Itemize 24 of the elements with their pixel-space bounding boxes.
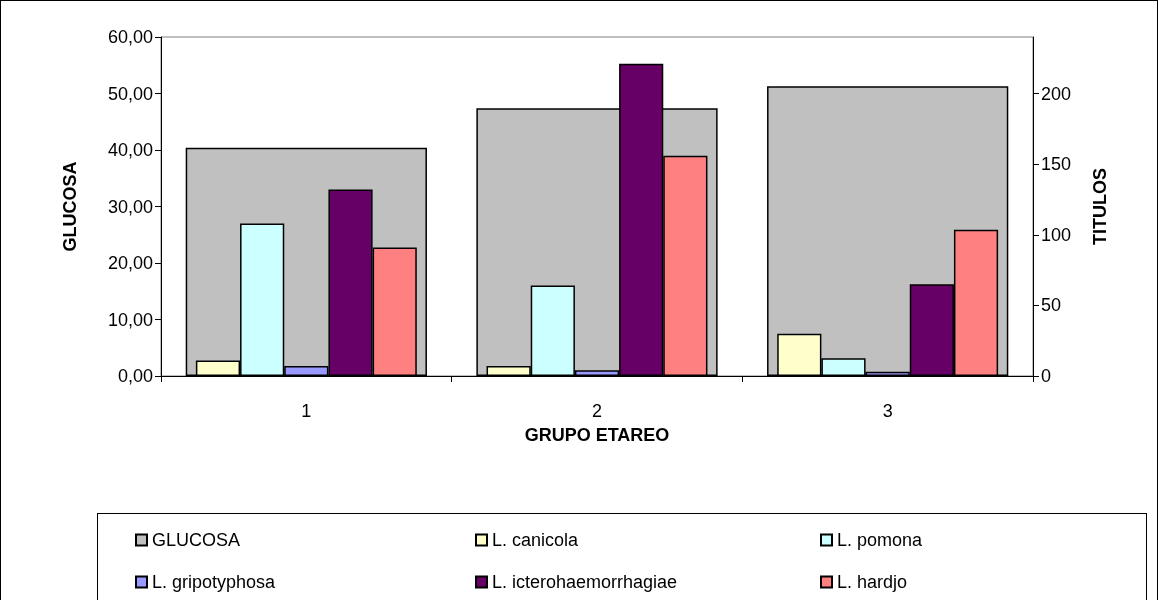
- y-tick-label: 0,00: [117, 366, 153, 386]
- y2-tick-label: 0: [1041, 366, 1052, 386]
- legend-label: L. pomona: [837, 530, 924, 550]
- legend-label: L. icterohaemorrhagiae: [492, 572, 678, 592]
- x-tick-label: 2: [591, 401, 603, 421]
- x-tick-label: 1: [301, 401, 312, 421]
- y-tick-label: 60,00: [107, 27, 153, 47]
- y-tick-label: 50,00: [107, 83, 153, 104]
- y2-tick-label: 200: [1041, 83, 1072, 104]
- y2-tick-label: 100: [1041, 224, 1072, 245]
- y-tick-label: 10,00: [107, 309, 153, 330]
- y2-axis-title: TITULOS: [1090, 168, 1110, 245]
- legend-label: GLUCOSA: [152, 530, 241, 550]
- y-tick-label: 20,00: [107, 253, 153, 273]
- x-axis-title: GRUPO ETAREO: [524, 425, 670, 445]
- y-axis-title: GLUCOSA: [60, 161, 80, 252]
- y2-tick-label: 150: [1041, 154, 1072, 175]
- legend-label: L. canicola: [492, 530, 580, 550]
- y-tick-label: 40,00: [107, 140, 153, 160]
- legend-label: L. gripotyphosa: [152, 572, 277, 592]
- legend-label: L. hardjo: [837, 572, 908, 592]
- y2-tick-label: 50: [1041, 295, 1062, 316]
- y-tick-label: 30,00: [107, 196, 153, 217]
- x-tick-label: 3: [882, 401, 893, 421]
